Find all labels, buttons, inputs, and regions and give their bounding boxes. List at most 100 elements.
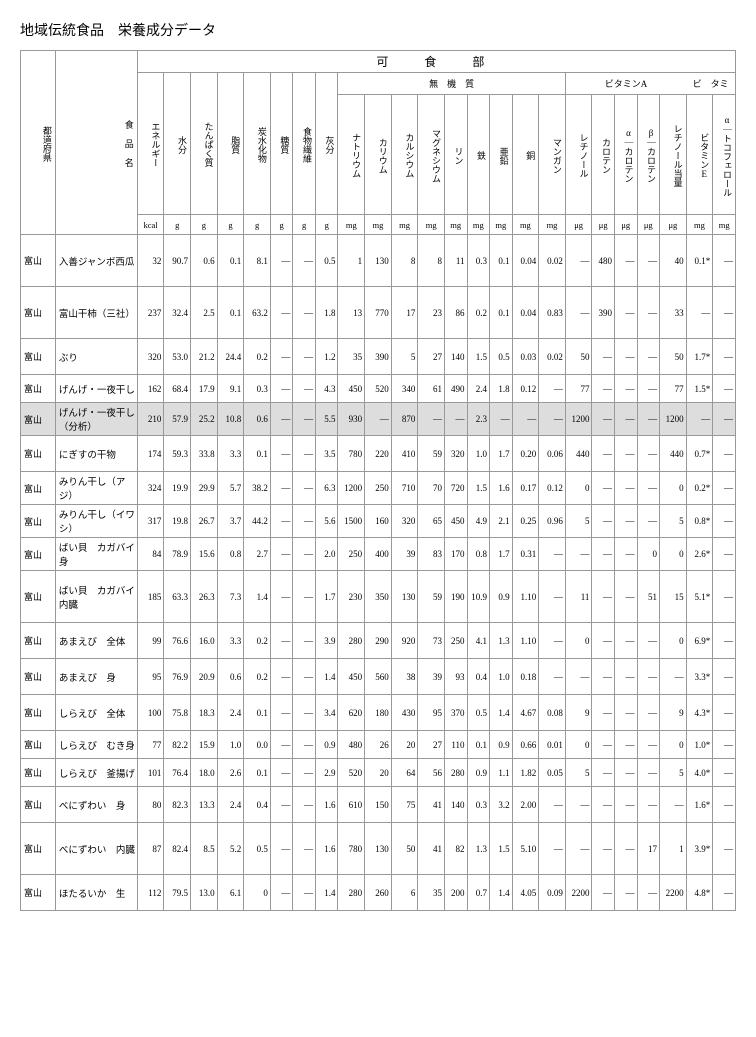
cell-value: 3.9 [315,623,338,659]
cell-value: 2.6* [686,538,713,571]
cell-value: 2.0 [315,538,338,571]
cell-value: 390 [365,339,392,375]
cell-value: ― [713,235,736,287]
cell-value: 0.1 [244,759,271,787]
cell-pref: 富山 [21,875,56,911]
cell-value: 237 [137,287,164,339]
cell-value: ― [713,403,736,436]
cell-value: ― [614,731,637,759]
cell-pref: 富山 [21,623,56,659]
unit: mg [391,215,418,235]
cell-value: 82.4 [164,823,191,875]
cell-value: 0.02 [539,339,566,375]
cell-value: 68.4 [164,375,191,403]
cell-value: 780 [338,436,365,472]
cell-value: 150 [365,787,392,823]
unit: g [164,215,191,235]
cell-value: 77 [660,375,687,403]
cell-value: 160 [365,505,392,538]
col-zn: 亜鉛 [490,95,513,215]
cell-value: ― [637,472,660,505]
col-carotene: カロテン [592,95,615,215]
unit: μg [614,215,637,235]
cell-value: 320 [137,339,164,375]
cell-value: 140 [444,787,467,823]
cell-value: 5.2 [217,823,244,875]
cell-value: 78.9 [164,538,191,571]
group-vitB: ビ タミ [686,73,735,95]
cell-value: 27 [418,731,445,759]
cell-value: ― [614,695,637,731]
table-body: 富山入善ジャンボ西瓜3290.70.60.18.1――0.5113088110.… [21,235,736,911]
cell-value: ― [592,759,615,787]
cell-value: 112 [137,875,164,911]
cell-value: ― [293,695,316,731]
cell-value: 0.5 [490,339,513,375]
cell-value: 27 [418,339,445,375]
cell-value: 0 [637,538,660,571]
cell-value: 83 [418,538,445,571]
cell-value: ― [614,287,637,339]
cell-value: 29.9 [191,472,218,505]
cell-value: 0.7* [686,436,713,472]
cell-value: ― [713,436,736,472]
cell-value: 6.9* [686,623,713,659]
col-cu: 銅 [512,95,539,215]
cell-value: 0.20 [512,436,539,472]
cell-value: 50 [565,339,592,375]
cell-value: 1.0 [217,731,244,759]
cell-value: ― [614,659,637,695]
cell-value: 9.1 [217,375,244,403]
cell-value: 320 [391,505,418,538]
cell-value: 84 [137,538,164,571]
cell-value: ― [713,787,736,823]
table-row: 富山しらえび 釜揚げ10176.418.02.60.1――2.952020645… [21,759,736,787]
cell-value: 20 [391,731,418,759]
cell-value: 65 [418,505,445,538]
unit-kcal: kcal [137,215,164,235]
cell-value: 76.9 [164,659,191,695]
unit: μg [592,215,615,235]
cell-name: ばい貝 カガバイ 内臓 [55,571,137,623]
cell-value: 11 [444,235,467,287]
cell-name: あまえび 全体 [55,623,137,659]
cell-value: ― [293,823,316,875]
col-ve: ビタミンE [686,95,713,215]
cell-value: 26.3 [191,571,218,623]
cell-name: げんげ・一夜干し（分析） [55,403,137,436]
table-row: 富山ばい貝 カガバイ 内臓18563.326.37.31.4――1.723035… [21,571,736,623]
cell-value: 0.9 [490,731,513,759]
cell-value: 95 [137,659,164,695]
cell-value: ― [713,695,736,731]
unit: mg [713,215,736,235]
cell-value: ― [637,505,660,538]
cell-value: 230 [338,571,365,623]
cell-value: ― [637,403,660,436]
cell-value: 0.1 [244,436,271,472]
cell-value: 1.7 [315,571,338,623]
cell-value: 480 [592,235,615,287]
col-k: カリウム [365,95,392,215]
col-ash: 灰分 [315,73,338,215]
col-water: 水分 [164,73,191,215]
cell-value: ― [270,623,293,659]
cell-value: 0.06 [539,436,566,472]
unit: g [244,215,271,235]
cell-value: 59 [418,436,445,472]
cell-value: 1.3 [467,823,490,875]
col-fat: 脂質 [217,73,244,215]
cell-value: 350 [365,571,392,623]
cell-value: ― [592,659,615,695]
cell-value: 79.5 [164,875,191,911]
cell-value: 1.0 [467,436,490,472]
cell-value: ― [293,538,316,571]
cell-value: ― [270,823,293,875]
cell-value: 0.2* [686,472,713,505]
cell-value: ― [592,787,615,823]
cell-value: 0.6 [217,659,244,695]
cell-value: ― [637,731,660,759]
cell-value: 5 [660,505,687,538]
cell-value: 5 [660,759,687,787]
cell-value: ― [637,436,660,472]
cell-value: 610 [338,787,365,823]
